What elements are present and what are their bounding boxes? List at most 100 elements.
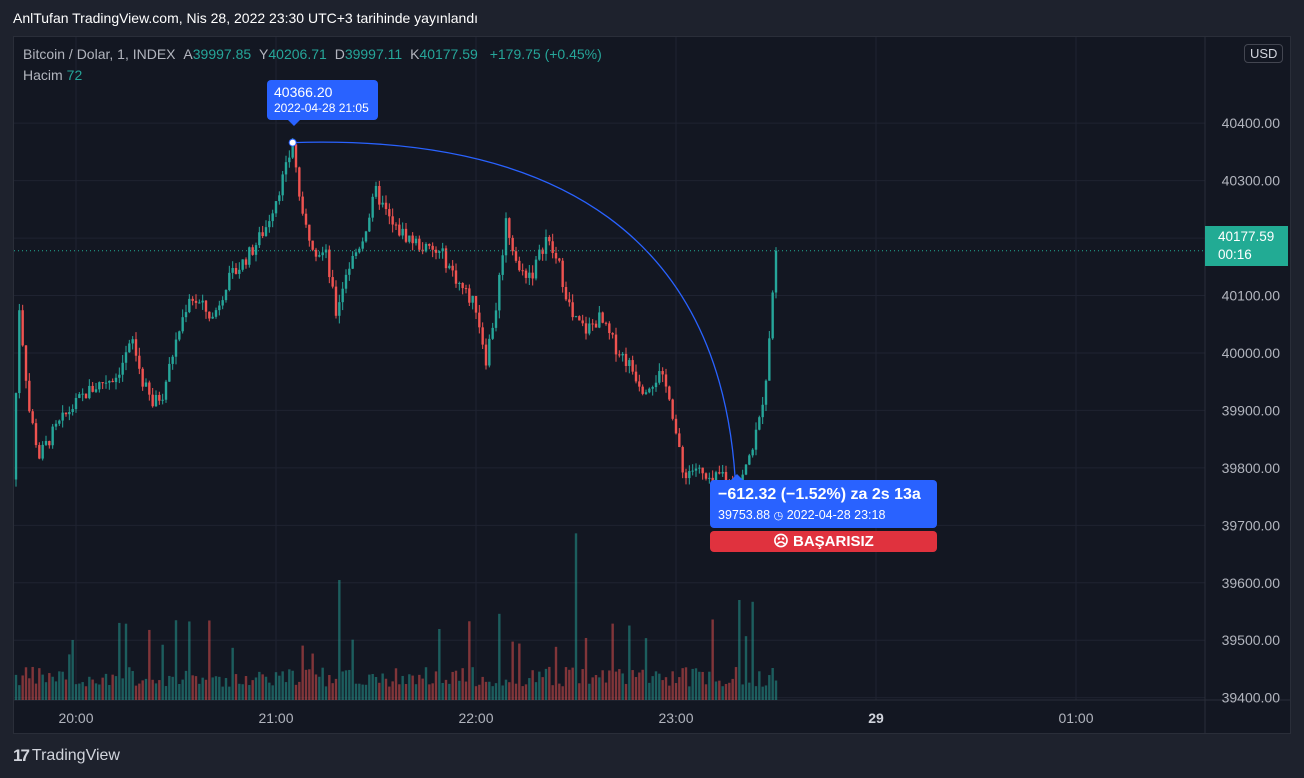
volume-bar: [504, 679, 508, 700]
volume-bar: [678, 677, 681, 700]
chart-panel[interactable]: 40400.0040300.0040200.0040100.0040000.00…: [13, 36, 1291, 734]
volume-bar: [38, 668, 41, 700]
volume-bar: [574, 533, 578, 700]
volume-bar: [84, 686, 88, 700]
volume-bar: [191, 675, 194, 700]
candle-body: [764, 380, 768, 405]
volume-bar: [708, 671, 711, 700]
volume-bar: [151, 679, 154, 700]
volume-bar: [264, 676, 268, 700]
volume-bar: [544, 668, 548, 700]
volume-bar: [88, 676, 91, 700]
candle-body: [644, 392, 648, 394]
volume-bar: [198, 683, 201, 700]
volume-bar: [314, 674, 318, 700]
candle-body: [291, 144, 294, 158]
candle-body: [688, 471, 691, 479]
candle-body: [701, 467, 704, 474]
candle-body: [168, 363, 171, 382]
volume-bar: [24, 667, 28, 700]
volume-bar: [108, 685, 111, 700]
volume-bar: [194, 676, 198, 700]
volume-bar: [118, 622, 121, 700]
currency-badge[interactable]: USD: [1244, 44, 1284, 63]
volume-bar: [31, 666, 34, 700]
volume-bar: [408, 674, 411, 700]
price-chart[interactable]: 40400.0040300.0040200.0040100.0040000.00…: [14, 37, 1291, 734]
volume-bar: [631, 670, 634, 700]
candle-body: [474, 295, 478, 313]
volume-bar: [691, 668, 694, 700]
candle-body: [411, 235, 414, 244]
candle-body: [334, 286, 338, 316]
candle-body: [401, 228, 404, 236]
time-tick-label: 21:00: [258, 710, 293, 726]
volume-bar: [561, 686, 564, 700]
candle-body: [214, 310, 218, 317]
candle-body: [414, 238, 418, 244]
volume-bar: [564, 667, 568, 700]
candle-body: [744, 464, 748, 475]
volume-bar: [728, 682, 731, 700]
candle-body: [724, 471, 728, 482]
volume-bar: [514, 683, 518, 700]
high-label: Y: [259, 46, 269, 62]
volume-bar: [624, 683, 628, 700]
volume-bar: [21, 675, 24, 700]
volume-bar: [508, 682, 511, 700]
volume-label[interactable]: Hacim: [23, 67, 63, 83]
time-tick-label: 23:00: [658, 710, 693, 726]
volume-bar: [161, 644, 164, 700]
candle-body: [551, 241, 554, 254]
candle-body: [331, 277, 334, 287]
candle-body: [114, 377, 118, 383]
volume-bar: [634, 677, 638, 700]
candle-body: [98, 382, 101, 390]
candle-body: [528, 272, 531, 278]
candle-body: [418, 238, 421, 250]
volume-bar: [98, 684, 101, 700]
volume-value: 72: [66, 67, 83, 83]
candle-body: [274, 201, 278, 214]
candle-body: [408, 235, 411, 242]
high-value: 40206.71: [268, 46, 327, 62]
candle-body: [368, 217, 371, 232]
candle-body: [698, 467, 701, 469]
candle-body: [668, 386, 671, 400]
volume-bar: [511, 641, 514, 700]
candle-body: [561, 260, 564, 288]
volume-bar: [278, 675, 281, 700]
candle-body: [184, 312, 188, 318]
volume-bar: [221, 686, 224, 700]
volume-bar: [301, 645, 304, 700]
candle-body: [534, 259, 538, 279]
tradingview-logo-icon: 17: [13, 746, 30, 765]
candle-body: [101, 382, 104, 384]
candle-body: [771, 292, 774, 339]
volume-bar: [284, 682, 288, 700]
price-tick-label: 40300.00: [1222, 173, 1281, 189]
candle-body: [448, 265, 451, 269]
candle-body: [18, 310, 21, 394]
volume-bar: [424, 667, 428, 700]
candle-body: [584, 323, 588, 334]
candle-body: [774, 250, 778, 293]
volume-bar: [654, 671, 658, 700]
footer-logo[interactable]: 17 TradingView: [13, 746, 120, 766]
volume-bar: [358, 683, 361, 700]
candle-body: [541, 249, 544, 254]
candle-body: [21, 310, 24, 346]
volume-bar: [364, 684, 368, 700]
volume-bar: [608, 670, 611, 700]
candle-body: [74, 397, 78, 410]
volume-bar: [758, 671, 761, 700]
volume-bar: [334, 678, 338, 700]
candle-body: [684, 472, 688, 479]
candle-body: [521, 270, 524, 272]
candle-body: [654, 382, 658, 388]
symbol-name[interactable]: Bitcoin / Dolar, 1, INDEX: [23, 46, 176, 62]
volume-bar: [481, 676, 484, 700]
candle-body: [754, 429, 758, 450]
candle-body: [558, 258, 561, 261]
volume-bar: [361, 684, 364, 700]
